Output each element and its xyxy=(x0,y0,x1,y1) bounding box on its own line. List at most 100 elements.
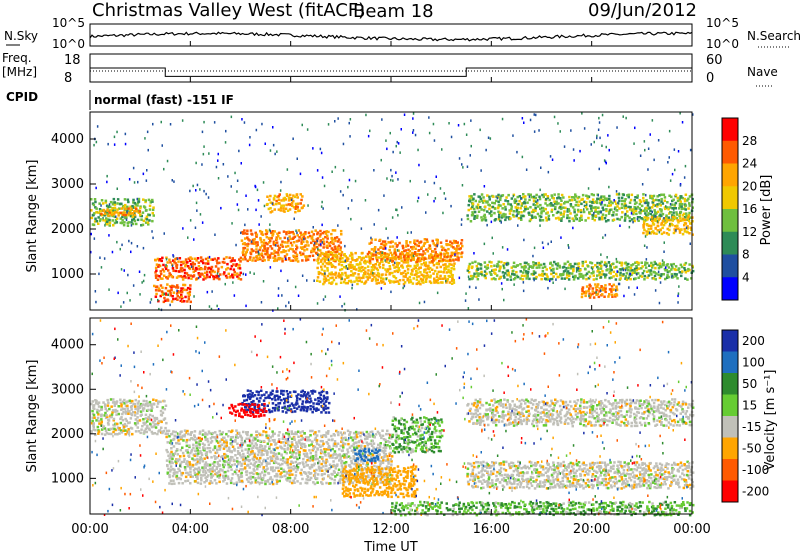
heat-cell xyxy=(291,204,294,207)
heat-cell xyxy=(456,255,459,258)
heat-cell xyxy=(224,456,227,459)
heat-cell xyxy=(555,267,559,270)
heat-cell xyxy=(640,217,643,220)
heat-cell xyxy=(166,289,170,293)
heat-cell xyxy=(122,213,125,217)
heat-cell xyxy=(395,144,397,148)
heat-cell xyxy=(208,275,211,279)
heat-cell xyxy=(321,440,324,443)
heat-cell xyxy=(322,282,325,286)
heat-cell xyxy=(568,274,571,278)
heat-cell xyxy=(334,273,337,276)
heat-cell xyxy=(303,237,305,241)
heat-cell xyxy=(676,199,680,203)
heat-cell xyxy=(647,230,650,234)
heat-cell xyxy=(478,298,480,301)
heat-cell xyxy=(232,482,236,485)
heat-cell xyxy=(411,251,414,255)
heat-cell xyxy=(334,467,337,470)
heat-cell xyxy=(399,256,403,260)
heat-cell xyxy=(142,421,145,425)
heat-cell xyxy=(271,232,275,236)
heat-cell xyxy=(213,464,216,467)
heat-cell xyxy=(358,256,361,259)
heat-cell xyxy=(289,444,292,448)
heat-cell xyxy=(255,443,258,447)
heat-cell xyxy=(119,247,121,251)
heat-cell xyxy=(110,413,114,416)
heat-cell xyxy=(218,277,221,281)
heat-cell xyxy=(177,481,181,485)
heat-cell xyxy=(208,432,211,435)
heat-cell xyxy=(253,462,256,465)
heat-cell xyxy=(168,272,171,275)
heat-cell xyxy=(322,298,325,301)
heat-cell xyxy=(629,266,633,270)
heat-cell xyxy=(193,238,195,241)
heat-cell xyxy=(252,436,255,439)
heat-cell xyxy=(647,227,650,231)
heat-cell xyxy=(662,223,666,227)
heat-cell xyxy=(174,297,178,301)
heat-cell xyxy=(547,278,550,281)
heat-cell xyxy=(439,253,443,256)
heat-cell xyxy=(231,456,234,459)
heat-cell xyxy=(262,181,265,184)
heat-cell xyxy=(415,270,418,273)
heat-cell xyxy=(670,203,674,206)
heat-cell xyxy=(383,252,387,255)
heat-cell xyxy=(221,438,224,441)
heat-cell xyxy=(105,432,109,435)
heat-cell xyxy=(122,400,125,403)
heat-cell xyxy=(277,434,280,437)
heat-cell xyxy=(404,275,407,278)
heat-cell xyxy=(263,204,266,208)
heat-cell xyxy=(671,199,674,203)
heat-cell xyxy=(319,147,322,151)
heat-cell xyxy=(337,272,341,275)
heat-cell xyxy=(652,223,656,226)
heat-cell xyxy=(243,246,247,250)
heat-cell xyxy=(126,209,129,212)
heat-cell xyxy=(213,479,217,482)
heat-cell xyxy=(118,207,121,210)
heat-cell xyxy=(592,193,595,197)
heat-cell xyxy=(544,278,548,281)
heat-cell xyxy=(565,267,568,270)
heat-cell xyxy=(334,271,337,275)
heat-cell xyxy=(296,234,299,237)
heat-cell xyxy=(337,433,340,437)
heat-cell xyxy=(116,130,118,134)
heat-cell xyxy=(593,218,596,222)
heat-cell xyxy=(541,193,544,197)
heat-cell xyxy=(151,208,155,211)
heat-cell xyxy=(375,282,378,285)
heat-cell xyxy=(150,403,153,406)
heat-cell xyxy=(403,269,407,273)
heat-cell xyxy=(366,272,370,275)
heat-cell xyxy=(125,216,128,219)
heat-cell xyxy=(591,215,595,218)
heat-cell xyxy=(181,471,185,475)
heat-cell xyxy=(317,270,321,274)
heat-cell xyxy=(296,457,299,461)
heat-cell xyxy=(500,260,503,264)
heat-cell xyxy=(136,197,138,201)
heat-cell xyxy=(391,240,394,243)
heat-cell xyxy=(225,482,229,485)
heat-cell xyxy=(398,279,402,282)
heat-cell xyxy=(658,276,662,280)
heat-cell xyxy=(278,247,281,250)
heat-cell xyxy=(223,445,226,448)
heat-cell xyxy=(530,272,533,276)
heat-cell xyxy=(344,244,346,248)
heat-cell xyxy=(656,263,659,267)
heat-cell xyxy=(436,254,439,258)
heat-cell xyxy=(314,450,318,454)
heat-cell xyxy=(573,198,577,201)
heat-cell xyxy=(203,145,205,148)
heat-cell xyxy=(636,217,639,221)
heat-cell xyxy=(129,417,133,420)
heat-cell xyxy=(272,143,275,147)
heat-cell xyxy=(571,206,575,209)
